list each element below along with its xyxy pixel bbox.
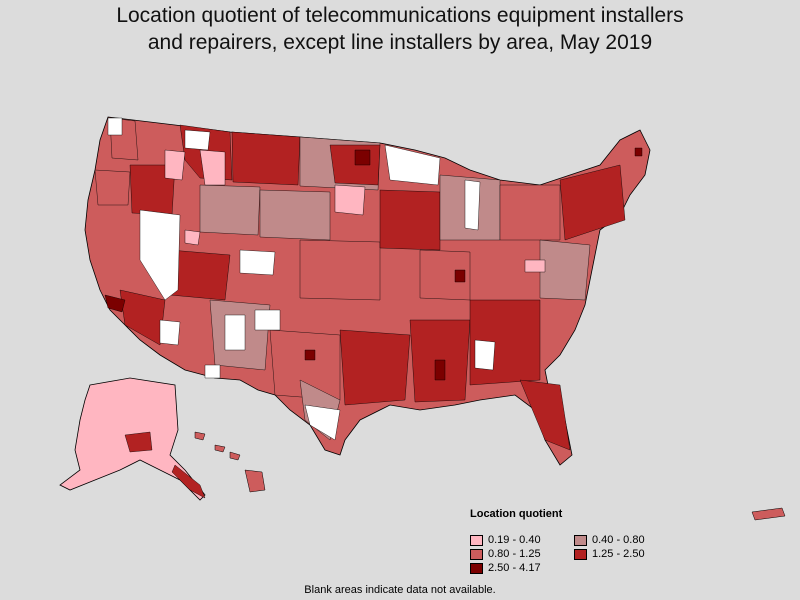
legend-swatch xyxy=(470,548,483,560)
legend-item-1: 0.40 - 0.80 xyxy=(574,534,645,546)
region-patch xyxy=(499,184,561,241)
region-patch xyxy=(119,289,166,346)
region-patch xyxy=(519,379,571,451)
region-patch xyxy=(199,184,261,236)
legend-item-4: 2.50 - 4.17 xyxy=(470,562,541,574)
hawaii-island xyxy=(229,451,241,461)
alaska-region xyxy=(124,431,153,453)
region-patch xyxy=(354,149,371,166)
region-patch xyxy=(339,329,411,406)
legend-label: 0.80 - 1.25 xyxy=(488,548,541,560)
hawaii-island xyxy=(244,469,266,493)
region-patch xyxy=(104,294,126,313)
region-patch xyxy=(559,164,626,241)
region-patch xyxy=(224,314,246,351)
title-line-2: and repairers, except line installers by… xyxy=(147,31,653,54)
legend-label: 0.19 - 0.40 xyxy=(488,534,541,546)
region-patch xyxy=(379,189,441,251)
legend-title: Location quotient xyxy=(470,508,563,520)
region-patch xyxy=(259,189,331,241)
hawaii xyxy=(194,431,266,493)
region-patch xyxy=(204,364,221,379)
footnote: Blank areas indicate data not available. xyxy=(304,584,496,596)
hawaii-island xyxy=(194,431,206,441)
region-patch xyxy=(524,259,546,273)
region-patch xyxy=(254,309,281,331)
region-patch xyxy=(634,147,643,157)
region-patch xyxy=(139,209,181,301)
region-patch xyxy=(454,269,466,283)
map-title: Location quotient of telecommunications … xyxy=(0,2,800,56)
region-patch xyxy=(184,129,211,151)
region-patch xyxy=(164,149,186,181)
hawaii-island xyxy=(214,444,226,453)
region-patch xyxy=(384,144,441,186)
region-patch xyxy=(419,249,471,301)
region-patch xyxy=(239,249,276,276)
region-patch xyxy=(434,359,446,381)
legend-swatch xyxy=(574,548,587,560)
legend-label: 0.40 - 0.80 xyxy=(592,534,645,546)
region-patch xyxy=(334,184,366,216)
region-patch xyxy=(94,169,131,206)
legend-swatch xyxy=(470,534,483,546)
alaska-region xyxy=(171,464,206,499)
legend-label: 2.50 - 4.17 xyxy=(488,562,541,574)
high-lq-areas xyxy=(104,147,643,381)
legend-item-2: 0.80 - 1.25 xyxy=(470,548,541,560)
legend-swatch xyxy=(470,562,483,574)
legend-label: 1.25 - 2.50 xyxy=(592,548,645,560)
region-patch xyxy=(184,229,201,246)
region-patch xyxy=(539,239,591,301)
legend: Location quotient 0.19 - 0.40 0.40 - 0.8… xyxy=(470,508,690,578)
legend-swatch xyxy=(574,534,587,546)
region-patch xyxy=(199,149,226,186)
puerto-rico xyxy=(751,507,786,521)
low-lq-areas xyxy=(164,149,546,273)
region-patch xyxy=(159,319,181,346)
legend-item-3: 1.25 - 2.50 xyxy=(574,548,645,560)
region-patch xyxy=(474,339,496,371)
region-patch xyxy=(107,117,123,136)
region-patch xyxy=(304,404,341,441)
region-patch xyxy=(299,239,381,301)
legend-item-0: 0.19 - 0.40 xyxy=(470,534,541,546)
region-patch xyxy=(304,349,316,361)
no-data-areas xyxy=(107,117,496,441)
region-patch xyxy=(464,179,481,231)
title-line-1: Location quotient of telecommunications … xyxy=(116,4,684,27)
region-patch xyxy=(231,131,301,186)
